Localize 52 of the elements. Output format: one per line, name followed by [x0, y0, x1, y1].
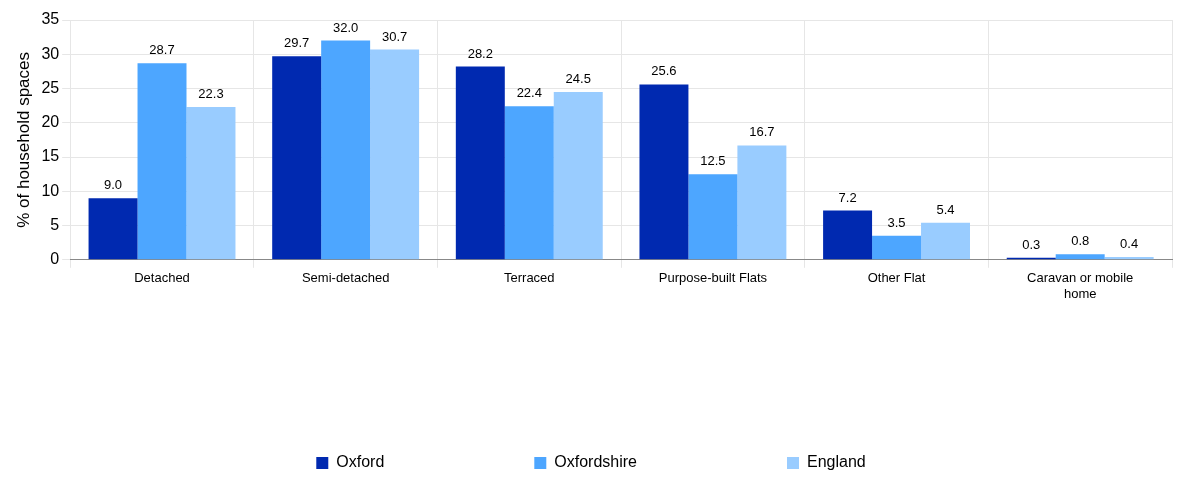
- bar: [872, 235, 922, 260]
- bar: [553, 91, 603, 260]
- data-label: 28.7: [149, 42, 175, 58]
- bar: [137, 63, 187, 260]
- x-tick-label: Terraced: [503, 270, 555, 286]
- bar: [272, 56, 322, 260]
- y-tick-label: 20: [41, 113, 60, 131]
- y-tick-label: 0: [50, 250, 60, 268]
- y-tick-label: 15: [41, 147, 60, 165]
- bar: [639, 84, 689, 260]
- data-label: 29.7: [284, 35, 310, 51]
- bar: [1055, 254, 1105, 260]
- x-tick-label: Detached: [134, 270, 190, 286]
- bar: [688, 174, 738, 260]
- bar: [737, 145, 787, 260]
- bar: [370, 49, 420, 260]
- bar: [321, 40, 371, 260]
- data-label: 9.0: [104, 177, 123, 193]
- bar: [186, 107, 236, 260]
- data-label: 0.4: [1120, 236, 1139, 252]
- data-label: 22.3: [198, 86, 224, 102]
- data-label: 22.4: [516, 85, 542, 101]
- legend-label: England: [807, 453, 866, 471]
- x-tick-label: Semi-detached: [301, 270, 390, 286]
- x-tick-label: Purpose-built Flats: [658, 270, 768, 286]
- data-label: 32.0: [332, 19, 359, 35]
- y-tick-label: 5: [50, 215, 60, 233]
- data-label: 0.3: [1022, 236, 1041, 252]
- data-label: 25.6: [651, 63, 677, 79]
- data-label: 24.5: [565, 71, 591, 87]
- y-tick-label: 30: [41, 44, 60, 62]
- data-label: 30.7: [381, 28, 408, 44]
- data-label: 7.2: [838, 189, 857, 205]
- bar: [455, 66, 505, 260]
- bar: [823, 210, 873, 260]
- data-label: 28.2: [467, 45, 493, 61]
- bar: [921, 222, 970, 260]
- bar: [504, 106, 554, 260]
- legend-label: Oxford: [336, 453, 385, 471]
- y-axis-title: % of household spaces: [13, 52, 33, 228]
- data-label: 12.5: [700, 153, 726, 169]
- data-label: 0.8: [1071, 233, 1090, 249]
- data-label: 5.4: [936, 201, 955, 217]
- y-tick-label: 25: [41, 78, 60, 96]
- data-label: 16.7: [749, 124, 775, 140]
- data-label: 3.5: [887, 214, 906, 230]
- legend-label: Oxfordshire: [554, 453, 638, 471]
- x-tick-label: Other Flat: [867, 270, 926, 286]
- y-tick-label: 35: [41, 10, 60, 28]
- y-tick-label: 10: [41, 181, 60, 199]
- x-tick-label: Caravan or mobile home: [1027, 270, 1134, 301]
- bar: [88, 198, 138, 260]
